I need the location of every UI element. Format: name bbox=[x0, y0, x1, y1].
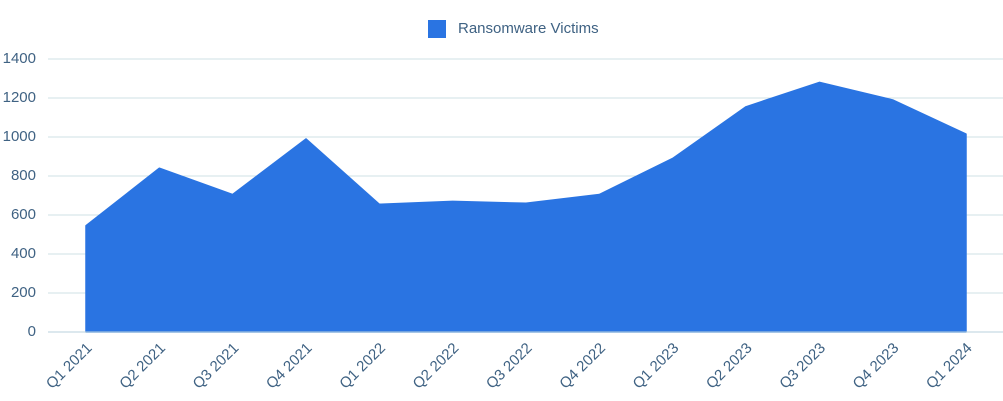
y-tick-label: 1400 bbox=[3, 50, 36, 67]
x-tick-label: Q4 2023 bbox=[850, 340, 903, 393]
legend-swatch bbox=[428, 20, 446, 38]
x-tick-label: Q1 2021 bbox=[43, 340, 96, 393]
y-tick-label: 800 bbox=[11, 167, 36, 184]
x-tick-label: Q1 2023 bbox=[630, 340, 683, 393]
y-tick-label: 1200 bbox=[3, 89, 36, 106]
x-tick-label: Q3 2022 bbox=[483, 340, 536, 393]
x-tick-label: Q2 2022 bbox=[410, 340, 463, 393]
y-tick-label: 1000 bbox=[3, 128, 36, 145]
x-tick-label: Q2 2021 bbox=[116, 340, 169, 393]
x-tick-label: Q4 2022 bbox=[556, 340, 609, 393]
legend-label: Ransomware Victims bbox=[458, 20, 599, 37]
x-tick-label: Q2 2023 bbox=[703, 340, 756, 393]
y-tick-label: 400 bbox=[11, 245, 36, 262]
x-tick-label: Q1 2024 bbox=[923, 340, 976, 393]
y-tick-label: 200 bbox=[11, 284, 36, 301]
x-tick-label: Q3 2021 bbox=[190, 340, 243, 393]
x-tick-label: Q1 2022 bbox=[336, 340, 389, 393]
x-tick-label: Q4 2021 bbox=[263, 340, 316, 393]
y-tick-label: 0 bbox=[28, 323, 36, 340]
y-tick-label: 600 bbox=[11, 206, 36, 223]
area bbox=[85, 81, 967, 333]
x-tick-label: Q3 2023 bbox=[776, 340, 829, 393]
